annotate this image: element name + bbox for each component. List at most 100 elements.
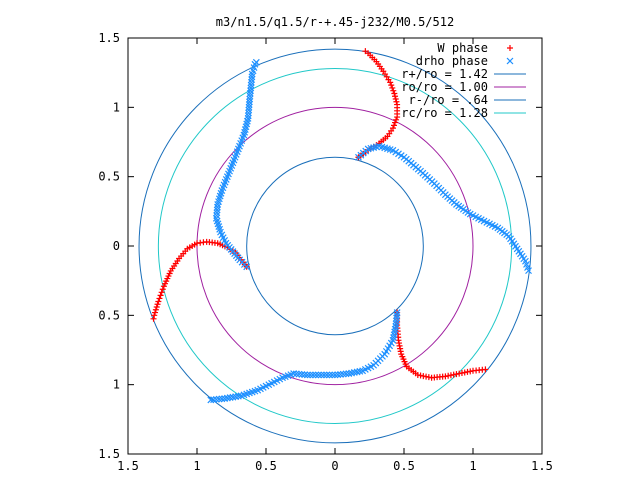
- point-1-29-4: [247, 87, 254, 95]
- point-0-7-1: [390, 87, 397, 94]
- x-tick-label-4: 0.5: [393, 459, 415, 473]
- point-0-7-0: [391, 90, 398, 97]
- point-0-6-2: [392, 96, 399, 103]
- point-1-29-2: [246, 92, 254, 100]
- point-0-4-0: [389, 125, 396, 132]
- circle-r-0: [138, 48, 532, 444]
- point-1-34-0: [393, 309, 401, 316]
- point-1-41-3: [323, 371, 331, 379]
- point-1-49-3: [212, 395, 220, 403]
- circle-r-3: [157, 68, 513, 424]
- x-tick-label-6: 1.5: [531, 459, 553, 473]
- point-1-21-0: [212, 214, 220, 222]
- point-0-end: [482, 366, 489, 373]
- point-0-23-0: [160, 283, 167, 290]
- point-1-30-2: [247, 78, 255, 86]
- point-1-28-1: [244, 112, 252, 120]
- point-1-40-3: [337, 370, 344, 378]
- point-1-49-4: [210, 396, 217, 404]
- point-1-41-2: [326, 371, 333, 379]
- point-1-14-3: [525, 267, 532, 275]
- point-1-34-1: [393, 311, 401, 319]
- x-tick-label-3: 0: [331, 459, 338, 473]
- point-1-41-0: [331, 371, 339, 379]
- point-0-4-3: [393, 116, 400, 123]
- point-1-21-2: [213, 209, 221, 217]
- x-tick-label-0: 1.5: [117, 459, 139, 473]
- x-tick-label-1: 1: [193, 459, 200, 473]
- legend-label-3: ro/ro = 1.00: [401, 80, 488, 94]
- point-1-30-1: [247, 81, 255, 89]
- point-1-end: [207, 396, 215, 404]
- point-1-34-3: [392, 317, 400, 325]
- point-1-43-2: [298, 370, 306, 378]
- point-0-7-3: [388, 82, 395, 89]
- point-1-21-3: [213, 206, 221, 214]
- point-1-42-1: [315, 371, 322, 379]
- point-0-6-1: [393, 98, 400, 105]
- point-0-24-1: [154, 301, 161, 308]
- point-1-28-2: [245, 109, 252, 117]
- point-0-24-2: [153, 304, 160, 311]
- legend-swatch-0: [507, 45, 513, 51]
- point-0-25-1: [150, 315, 157, 322]
- legend-label-5: rc/ro = 1.28: [401, 106, 488, 120]
- point-1-40-0: [345, 370, 353, 377]
- point-0-24-3: [152, 306, 159, 313]
- axis-ticks: 1.5 1 0.5 0 0.5 1 1.51.510.500.511.5: [98, 31, 553, 473]
- point-1-28-0: [244, 115, 252, 122]
- legend-label-1: drho phase: [416, 54, 488, 68]
- point-1-29-3: [246, 90, 254, 97]
- y-tick-label-0: 1.5: [98, 447, 120, 461]
- point-1-42-0: [317, 371, 325, 379]
- point-1-21-1: [213, 212, 221, 219]
- point-0-25-0: [151, 312, 158, 319]
- point-1-42-2: [312, 371, 320, 379]
- point-1-42-4: [306, 371, 314, 379]
- x-tick-label-5: 1: [469, 459, 476, 473]
- point-1-43-3: [295, 370, 303, 378]
- point-1-49-0: [221, 395, 229, 402]
- point-1-28-3: [245, 106, 253, 114]
- y-tick-label-2: 0.5: [98, 308, 120, 322]
- point-1-49-2: [215, 395, 223, 403]
- point-1-34-2: [393, 314, 400, 322]
- legend-swatch-1: [506, 57, 514, 65]
- point-0-4-1: [390, 122, 397, 129]
- y-tick-label-5: 1: [113, 100, 120, 114]
- point-0-24-4: [152, 309, 159, 316]
- point-0-7-2: [389, 84, 396, 91]
- point-1-28-4: [245, 103, 253, 111]
- y-tick-label-1: 1: [113, 378, 120, 392]
- legend-label-0: W phase: [437, 41, 488, 55]
- point-1-43-1: [301, 371, 309, 379]
- point-1-40-2: [339, 370, 347, 378]
- y-tick-label-3: 0: [113, 239, 120, 253]
- y-tick-label-4: 0.5: [98, 170, 120, 184]
- chart-title: m3/n1.5/q1.5/r-+.45-j232/M0.5/512: [216, 15, 454, 29]
- point-1-30-0: [247, 84, 255, 92]
- x-tick-label-2: 0.5: [255, 459, 277, 473]
- point-0-23-1: [159, 286, 166, 293]
- point-1-40-1: [342, 370, 350, 378]
- point-1-30-3: [248, 76, 256, 84]
- point-1-32-1: [252, 58, 260, 66]
- circle-r-2: [246, 156, 424, 336]
- point-1-41-4: [320, 371, 328, 379]
- point-1-42-3: [309, 371, 317, 379]
- point-1-30-4: [248, 73, 256, 81]
- legend-label-2: r+/ro = 1.42: [401, 67, 488, 81]
- point-0-23-2: [158, 289, 165, 296]
- point-0-23-3: [157, 292, 164, 299]
- point-1-49-1: [218, 395, 226, 403]
- point-1-41-1: [328, 371, 336, 379]
- data-points: [150, 48, 532, 404]
- point-1-43-4: [292, 370, 300, 378]
- point-1-34-4: [392, 320, 400, 328]
- point-1-21-4: [213, 203, 221, 211]
- point-0-24-0: [155, 298, 162, 305]
- point-1-43-0: [303, 371, 311, 379]
- point-0-11-1: [362, 48, 369, 55]
